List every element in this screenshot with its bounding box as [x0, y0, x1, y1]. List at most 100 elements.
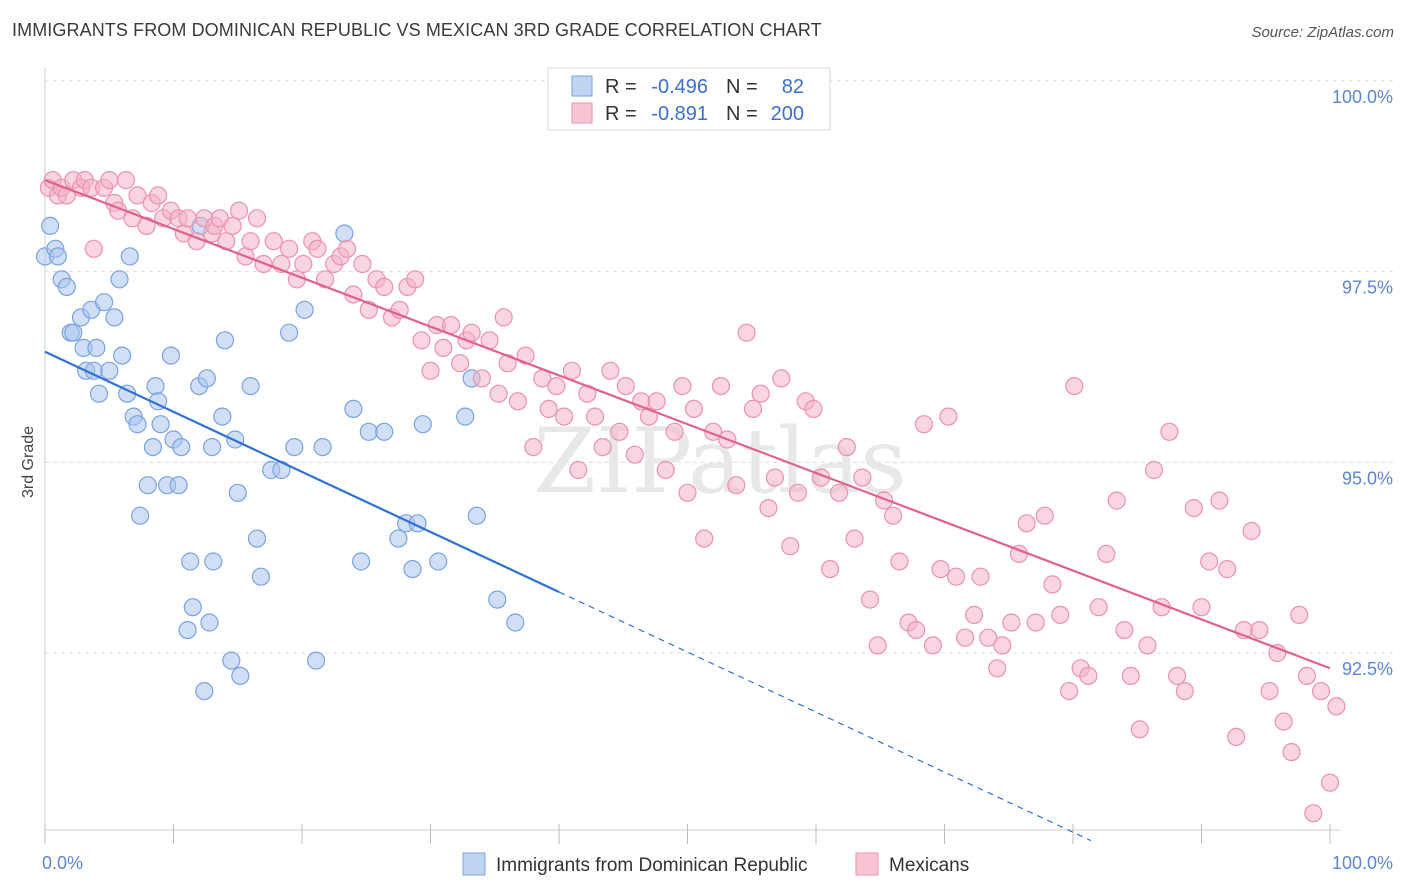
point-s0-68: [403, 559, 422, 579]
point-s0-64: [359, 422, 378, 441]
point-s1-147: [1115, 620, 1134, 640]
point-s1-90: [665, 422, 684, 441]
point-s1-129: [971, 567, 990, 586]
point-s1-141: [1065, 377, 1084, 396]
point-s1-173: [1320, 773, 1340, 792]
point-s0-29: [151, 415, 170, 434]
point-s1-167: [1274, 712, 1293, 731]
x-tick-label-left: 0.0%: [42, 853, 83, 873]
point-s1-127: [955, 628, 975, 647]
point-s1-56: [406, 270, 425, 289]
stats-legend: R = -0.496 N = 82 R = -0.891 N = 200: [547, 67, 831, 131]
legend-r-value-1: -0.891: [651, 103, 708, 125]
point-s1-94: [695, 529, 714, 548]
point-s1-58: [421, 361, 440, 380]
point-s0-70: [413, 415, 432, 434]
trend-extension-0: [558, 591, 1092, 842]
point-s0-75: [488, 590, 507, 609]
watermark: ZIPatlas: [533, 409, 906, 514]
point-s0-18: [110, 270, 129, 289]
point-s0-41: [197, 369, 216, 388]
point-s1-168: [1282, 742, 1301, 762]
point-s1-119: [890, 552, 909, 571]
point-s1-164: [1250, 620, 1269, 640]
point-s1-47: [337, 239, 357, 258]
point-s0-52: [247, 529, 267, 548]
point-s0-16: [100, 361, 119, 380]
point-s1-80: [585, 407, 605, 426]
point-s1-103: [765, 468, 785, 487]
point-s0-43: [203, 438, 222, 457]
point-s0-19: [112, 346, 132, 365]
point-s0-24: [131, 506, 150, 525]
point-s0-71: [429, 552, 448, 571]
point-s1-126: [946, 567, 966, 586]
point-s1-139: [1051, 605, 1070, 625]
point-s0-63: [352, 552, 371, 571]
point-s1-16: [128, 186, 147, 205]
point-s1-174: [1327, 697, 1346, 716]
y-tick-label-1: 97.5%: [1342, 278, 1393, 298]
point-s0-50: [231, 666, 250, 686]
point-s1-76: [554, 407, 574, 426]
point-s1-93: [684, 399, 704, 418]
point-s1-77: [562, 361, 582, 380]
point-s0-25: [138, 476, 157, 495]
point-s0-72: [456, 407, 475, 426]
point-s0-44: [204, 552, 223, 571]
point-s1-151: [1144, 460, 1164, 480]
point-s0-46: [215, 331, 234, 350]
point-s1-149: [1130, 720, 1149, 739]
point-s1-19: [149, 186, 168, 205]
point-s1-163: [1242, 521, 1261, 541]
point-s1-41: [294, 254, 313, 274]
legend-r-label-0: R =: [605, 76, 637, 98]
point-s1-49: [353, 254, 372, 274]
trend-lines: [44, 179, 1331, 842]
point-s1-159: [1210, 491, 1229, 510]
point-s1-70: [508, 392, 528, 411]
point-s1-153: [1160, 422, 1179, 441]
point-s1-145: [1097, 544, 1116, 564]
point-s1-101: [751, 384, 770, 403]
point-s0-37: [183, 598, 202, 617]
point-s1-31: [223, 216, 242, 235]
point-s1-158: [1200, 552, 1219, 571]
point-s1-155: [1175, 681, 1194, 701]
point-s1-64: [462, 323, 481, 342]
point-s0-27: [146, 377, 165, 396]
point-s1-74: [539, 399, 558, 418]
point-s0-13: [87, 338, 106, 357]
point-s1-52: [375, 277, 394, 296]
point-s1-24: [178, 209, 197, 228]
point-s1-75: [547, 377, 566, 396]
point-s0-3: [48, 247, 68, 266]
point-s0-34: [172, 438, 191, 457]
point-s1-160: [1218, 559, 1237, 579]
point-s1-88: [647, 392, 666, 411]
point-s1-92: [678, 483, 697, 502]
point-s1-156: [1184, 499, 1203, 518]
point-s1-169: [1290, 605, 1309, 625]
chart-title: IMMIGRANTS FROM DOMINICAN REPUBLIC VS ME…: [12, 20, 822, 40]
series-legend-label-0: Immigrants from Dominican Republic: [496, 855, 808, 876]
point-s1-43: [308, 239, 327, 258]
legend-n-label-1: N =: [726, 103, 758, 125]
point-s1-123: [923, 636, 943, 655]
point-s1-138: [1043, 575, 1062, 594]
point-s1-124: [931, 559, 950, 579]
point-s1-111: [829, 483, 849, 502]
point-s1-131: [988, 659, 1007, 678]
point-s1-135: [1017, 514, 1036, 533]
point-s1-112: [837, 438, 856, 457]
point-s1-146: [1107, 491, 1126, 510]
y-tick-label-3: 92.5%: [1342, 659, 1393, 679]
point-s1-154: [1167, 666, 1187, 686]
point-s0-40: [195, 681, 214, 701]
point-s0-1: [40, 216, 60, 235]
point-s0-51: [241, 377, 260, 396]
point-s1-132: [993, 636, 1012, 655]
point-s1-122: [914, 415, 934, 434]
point-s1-150: [1138, 636, 1157, 655]
